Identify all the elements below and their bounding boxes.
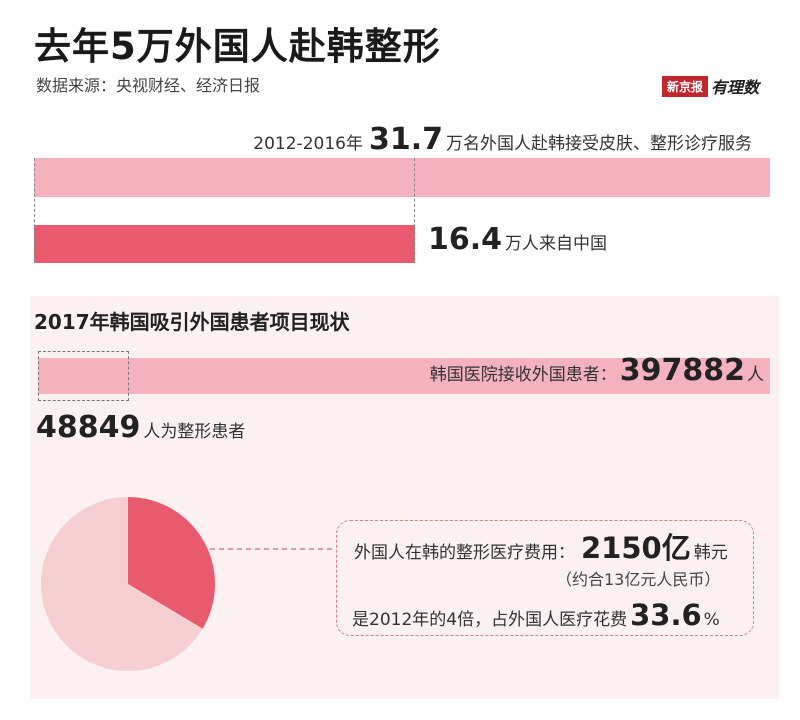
page-title: 去年5万外国人赴韩整形 xyxy=(34,25,441,68)
china-visitors-label: 16.4 万人来自中国 xyxy=(428,222,607,257)
cosmetic-patients-suffix: 人为整形患者 xyxy=(143,422,246,442)
bar-china-visitors xyxy=(34,225,415,263)
cosmetic-share-dashed-box xyxy=(38,351,129,401)
bar-total-visitors xyxy=(34,158,770,197)
total-visitors-label: 2012-2016年 31.7 万名外国人赴韩接受皮肤、整形诊疗服务 xyxy=(253,122,752,157)
growth-share-label: 是2012年的4倍，占外国人医疗花费 33.6 % xyxy=(352,598,720,632)
cosmetic-patients-label: 48849 人为整形患者 xyxy=(36,410,245,445)
rmb-equivalent-note: （约合13亿元人民币） xyxy=(556,570,721,589)
logo-box-text: 新京报 xyxy=(662,75,709,97)
logo-hand-text: 有理数 xyxy=(711,78,760,97)
cosmetic-cost-value: 2150亿 xyxy=(581,531,691,565)
cosmetic-patients-value: 48849 xyxy=(36,410,141,445)
total-visitors-value: 31.7 xyxy=(368,122,443,157)
data-source: 数据来源：央视财经、经济日报 xyxy=(36,76,261,95)
publisher-logo: 新京报 有理数 xyxy=(662,75,759,97)
cosmetic-cost-unit: 韩元 xyxy=(693,543,728,563)
foreign-patients-prefix: 韩国医院接收外国患者： xyxy=(429,365,617,385)
section-title: 2017年韩国吸引外国患者项目现状 xyxy=(34,310,350,334)
pie-slice-cosmetic xyxy=(128,497,215,629)
total-visitors-suffix: 万名外国人赴韩接受皮肤、整形诊疗服务 xyxy=(446,134,752,154)
china-share-dashed-guide xyxy=(34,158,415,263)
pie-slices xyxy=(40,497,215,671)
foreign-patients-unit: 人 xyxy=(747,365,764,385)
cost-share-unit: % xyxy=(703,610,720,630)
cosmetic-cost-label: 外国人在韩的整形医疗费用： 2150亿 韩元 xyxy=(354,525,728,567)
foreign-patients-value: 397882 xyxy=(619,353,745,388)
foreign-patients-label: 韩国医院接收外国患者： 397882 人 xyxy=(430,353,764,388)
cosmetic-cost-prefix: 外国人在韩的整形医疗费用： xyxy=(354,543,575,563)
total-period: 2012-2016年 xyxy=(253,134,363,154)
bar-foreign-patients xyxy=(38,358,770,394)
china-visitors-suffix: 万人来自中国 xyxy=(505,234,608,254)
cost-share-value: 33.6 xyxy=(630,598,702,632)
cost-info-box xyxy=(336,520,754,636)
china-visitors-value: 16.4 xyxy=(428,222,503,257)
pie-slice-other xyxy=(40,497,203,671)
growth-prefix: 是2012年的4倍，占外国人医疗花费 xyxy=(352,610,628,630)
